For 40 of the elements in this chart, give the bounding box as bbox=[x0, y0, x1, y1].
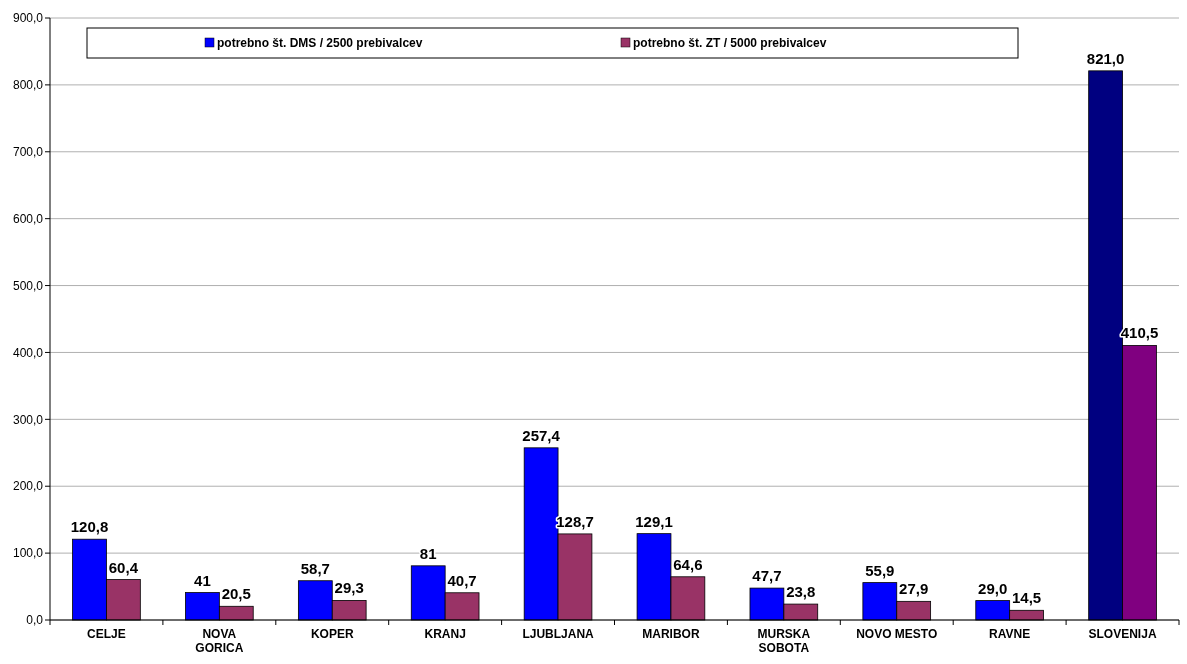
data-label: 40,7 bbox=[447, 571, 477, 589]
y-tick-label: 500,0 bbox=[12, 278, 44, 293]
x-tick-label: MURSKA SOBOTA bbox=[757, 627, 811, 655]
y-tick-label: 0,0 bbox=[26, 613, 44, 628]
data-label: 29,0 bbox=[978, 579, 1008, 597]
data-label: 81 bbox=[419, 544, 437, 562]
x-tick-label: SLOVENIJA bbox=[1088, 627, 1157, 641]
data-label: 821,0 bbox=[1086, 49, 1125, 67]
x-tick-label: MARIBOR bbox=[642, 627, 700, 641]
y-tick-label: 400,0 bbox=[12, 345, 44, 360]
y-tick-label: 800,0 bbox=[12, 78, 44, 93]
data-label: 129,1 bbox=[635, 512, 673, 530]
data-label: 27,9 bbox=[899, 580, 929, 598]
y-tick-label: 100,0 bbox=[12, 546, 44, 561]
y-tick-label: 600,0 bbox=[12, 211, 44, 226]
x-tick-label: LJUBLJANA bbox=[522, 627, 595, 641]
x-tick-label: RAVNE bbox=[989, 627, 1031, 641]
data-label: 29,3 bbox=[334, 579, 364, 597]
data-label: 257,4 bbox=[522, 426, 561, 444]
x-tick-label: KRANJ bbox=[424, 627, 466, 641]
data-label: 41 bbox=[194, 571, 211, 589]
data-label: 60,4 bbox=[108, 558, 139, 576]
data-label: 120,8 bbox=[70, 518, 109, 536]
legend-label: potrebno št. DMS / 2500 prebivalcev bbox=[217, 36, 423, 50]
x-tick-label: NOVO MESTO bbox=[856, 627, 938, 641]
data-label: 20,5 bbox=[221, 585, 251, 603]
x-tick-label: CELJE bbox=[87, 627, 126, 641]
x-tick-label: NOVA GORICA bbox=[195, 627, 244, 655]
y-tick-label: 300,0 bbox=[12, 412, 44, 427]
legend-label: potrebno št. ZT / 5000 prebivalcev bbox=[633, 36, 827, 50]
data-label: 55,9 bbox=[865, 561, 895, 579]
x-tick-label: KOPER bbox=[310, 627, 354, 641]
data-label: 47,7 bbox=[752, 567, 782, 585]
y-tick-label: 200,0 bbox=[12, 479, 44, 494]
y-tick-label: 700,0 bbox=[12, 144, 44, 159]
data-label: 23,8 bbox=[786, 583, 816, 601]
data-label: 14,5 bbox=[1011, 589, 1042, 607]
data-label: 58,7 bbox=[300, 559, 330, 577]
data-label: 64,6 bbox=[673, 555, 703, 573]
y-tick-label: 900,0 bbox=[12, 11, 44, 26]
